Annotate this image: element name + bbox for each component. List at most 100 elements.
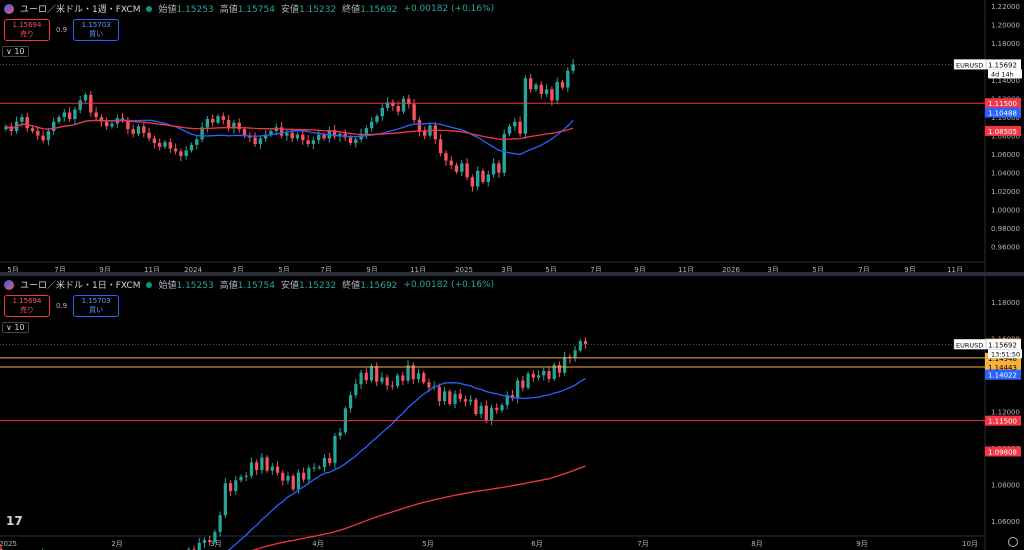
candle-body — [46, 131, 51, 141]
price-label-orange-bg — [985, 362, 1021, 373]
candle-body — [465, 163, 469, 178]
price-label-orange: 1.14443 — [988, 364, 1017, 372]
candle-body — [486, 174, 490, 182]
candle-body — [495, 407, 499, 411]
candle-body — [200, 127, 204, 140]
candle-body — [216, 116, 220, 123]
candle-body — [417, 119, 422, 131]
pane-divider[interactable] — [0, 272, 1024, 276]
buy-button[interactable]: 1.15703 買い — [73, 295, 120, 317]
sell-label: 売り — [20, 30, 34, 38]
candle-body — [83, 94, 88, 101]
candle-body — [260, 457, 264, 470]
candle-body — [474, 399, 478, 415]
weekly-trade-buttons: 1.15694 売り 0.9 1.15703 買い — [4, 19, 120, 41]
buy-label: 買い — [89, 30, 104, 38]
x-tick-label: 9月 — [904, 266, 915, 272]
tradingview-logo-icon[interactable]: 17 — [6, 514, 23, 528]
countdown-label: 13:51:50 — [991, 350, 1020, 358]
buy-button[interactable]: 1.15703 買い — [73, 19, 120, 41]
candle-body — [513, 121, 517, 127]
candle-body — [505, 394, 509, 406]
candle-body — [36, 131, 40, 136]
candle-body — [536, 375, 541, 378]
daily-title[interactable]: ユーロ／米ドル・1日・FXCM — [20, 281, 141, 291]
candle-body — [449, 160, 453, 166]
candle-body — [469, 399, 473, 402]
countdown-bg — [988, 69, 1022, 79]
high-value: 1.15754 — [237, 5, 275, 15]
weekly-legend: ユーロ／米ドル・1週・FXCM 始値1.15253 高値1.15754 安値1.… — [4, 2, 494, 15]
y-tick-label: 1.00000 — [991, 207, 1020, 215]
low-label: 安値 — [280, 281, 299, 291]
candle-body — [255, 462, 259, 470]
candle-body — [573, 350, 577, 359]
candle-body — [507, 126, 512, 134]
candle-body — [375, 366, 379, 382]
y-tick-label: 1.18000 — [991, 40, 1020, 48]
y-tick-label: 1.08000 — [991, 481, 1020, 489]
candle-body — [131, 129, 135, 134]
candle-body — [239, 476, 243, 481]
sell-button[interactable]: 1.15694 売り — [4, 19, 50, 41]
y-tick-label: 0.96000 — [991, 244, 1020, 252]
candle-body — [539, 84, 543, 94]
buy-price: 1.15703 — [81, 21, 111, 29]
y-tick-label: 1.08000 — [991, 133, 1020, 141]
candle-body — [41, 135, 45, 141]
x-tick-label: 9月 — [99, 266, 110, 272]
candle-body — [253, 137, 257, 144]
weekly-chart-pane[interactable]: 1.220001.200001.180001.160001.140001.120… — [0, 0, 1024, 272]
candle-body — [442, 391, 447, 402]
y-tick-label: 1.06000 — [991, 151, 1020, 159]
candle-body — [401, 98, 406, 112]
candle-body — [396, 106, 400, 112]
candle-body — [322, 134, 326, 139]
symbol-tag-bg — [953, 59, 987, 70]
candle-body — [312, 467, 316, 469]
candle-body — [205, 118, 210, 128]
candle-body — [327, 130, 331, 139]
ma-red-line — [251, 465, 586, 550]
weekly-candlestick-chart[interactable]: 1.220001.200001.180001.160001.140001.120… — [0, 0, 1024, 272]
x-tick-label: 11月 — [678, 266, 694, 272]
x-tick-label: 7月 — [54, 266, 65, 272]
candle-body — [291, 475, 295, 490]
sell-button[interactable]: 1.15694 売り — [4, 295, 50, 317]
candle-body — [518, 121, 522, 134]
candle-body — [343, 133, 347, 138]
x-tick-label: 5月 — [422, 540, 433, 548]
candle-body — [454, 165, 459, 172]
symbol-tag: EURUSD — [956, 341, 983, 349]
candle-body — [448, 391, 452, 404]
daily-candlestick-chart[interactable]: 1.180001.160001.140001.120001.100001.080… — [0, 276, 1024, 550]
daily-trade-buttons: 1.15694 売り 0.9 1.15703 買い — [4, 295, 120, 317]
indicators-toggle[interactable]: ∨ 10 — [2, 322, 29, 333]
price-label-last: 1.15692 — [988, 61, 1017, 69]
sell-label: 売り — [20, 306, 34, 314]
candle-body — [423, 131, 427, 136]
indicators-toggle[interactable]: ∨ 10 — [2, 46, 29, 57]
candle-body — [317, 134, 321, 141]
x-tick-label: 7月 — [590, 266, 601, 272]
price-label-last-bg — [985, 339, 1021, 350]
symbol-tag: EURUSD — [956, 61, 983, 69]
y-tick-label: 0.98000 — [991, 225, 1020, 233]
candle-body — [510, 394, 515, 399]
sell-price: 1.15694 — [12, 21, 42, 29]
daily-chart-pane[interactable]: 1.180001.160001.140001.120001.100001.080… — [0, 276, 1024, 550]
x-tick-label: 8月 — [751, 540, 762, 548]
gear-icon[interactable] — [1008, 537, 1018, 547]
price-label-orange: 1.14948 — [988, 355, 1017, 363]
candle-body — [296, 472, 301, 490]
candle-body — [375, 116, 379, 122]
y-tick-label: 1.10000 — [991, 114, 1020, 122]
candle-body — [281, 472, 285, 481]
weekly-title[interactable]: ユーロ／米ドル・1週・FXCM — [20, 5, 141, 15]
candle-body — [552, 364, 556, 379]
candle-body — [542, 370, 546, 376]
x-tick-label: 6月 — [531, 540, 542, 548]
price-label-hline: 1.11500 — [988, 418, 1017, 426]
buy-label: 買い — [89, 306, 104, 314]
candle-body — [437, 386, 441, 402]
